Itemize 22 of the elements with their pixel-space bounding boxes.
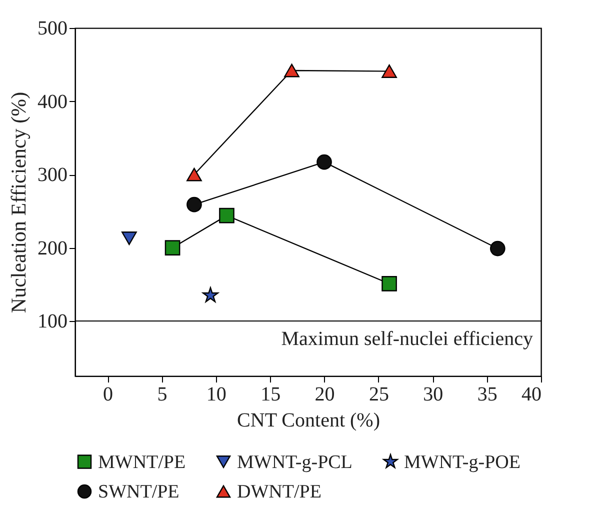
legend-label: DWNT/PE <box>237 482 322 502</box>
y-axis-title: Nucleation Efficiency (%) <box>6 92 30 314</box>
x-tick-label: 10 <box>206 384 226 406</box>
x-tick-label: 0 <box>103 384 114 406</box>
x-tick-label: 15 <box>260 384 281 406</box>
legend-label: SWNT/PE <box>98 482 180 502</box>
y-tick-label: 500 <box>38 18 68 40</box>
x-tick-label: 35 <box>477 384 498 406</box>
x-tick-label: 20 <box>314 384 335 406</box>
y-tick-label: 400 <box>38 90 68 113</box>
x-tick-label: 25 <box>368 384 389 406</box>
legend-label: MWNT-g-POE <box>404 452 520 473</box>
legend-label: MWNT/PE <box>98 452 186 473</box>
legend-label: MWNT-g-PCL <box>237 452 352 473</box>
x-tick-label: 5 <box>157 384 168 406</box>
y-tick-label: 200 <box>38 237 68 260</box>
x-tick-label: 30 <box>423 384 444 406</box>
y-tick-label: 300 <box>38 164 68 186</box>
ref-line-label: Maximun self-nuclei efficiency <box>281 328 533 350</box>
x-tick-label: 40 <box>522 384 542 406</box>
x-axis-title: CNT Content (%) <box>237 410 380 432</box>
y-tick-label: 100 <box>38 310 68 333</box>
